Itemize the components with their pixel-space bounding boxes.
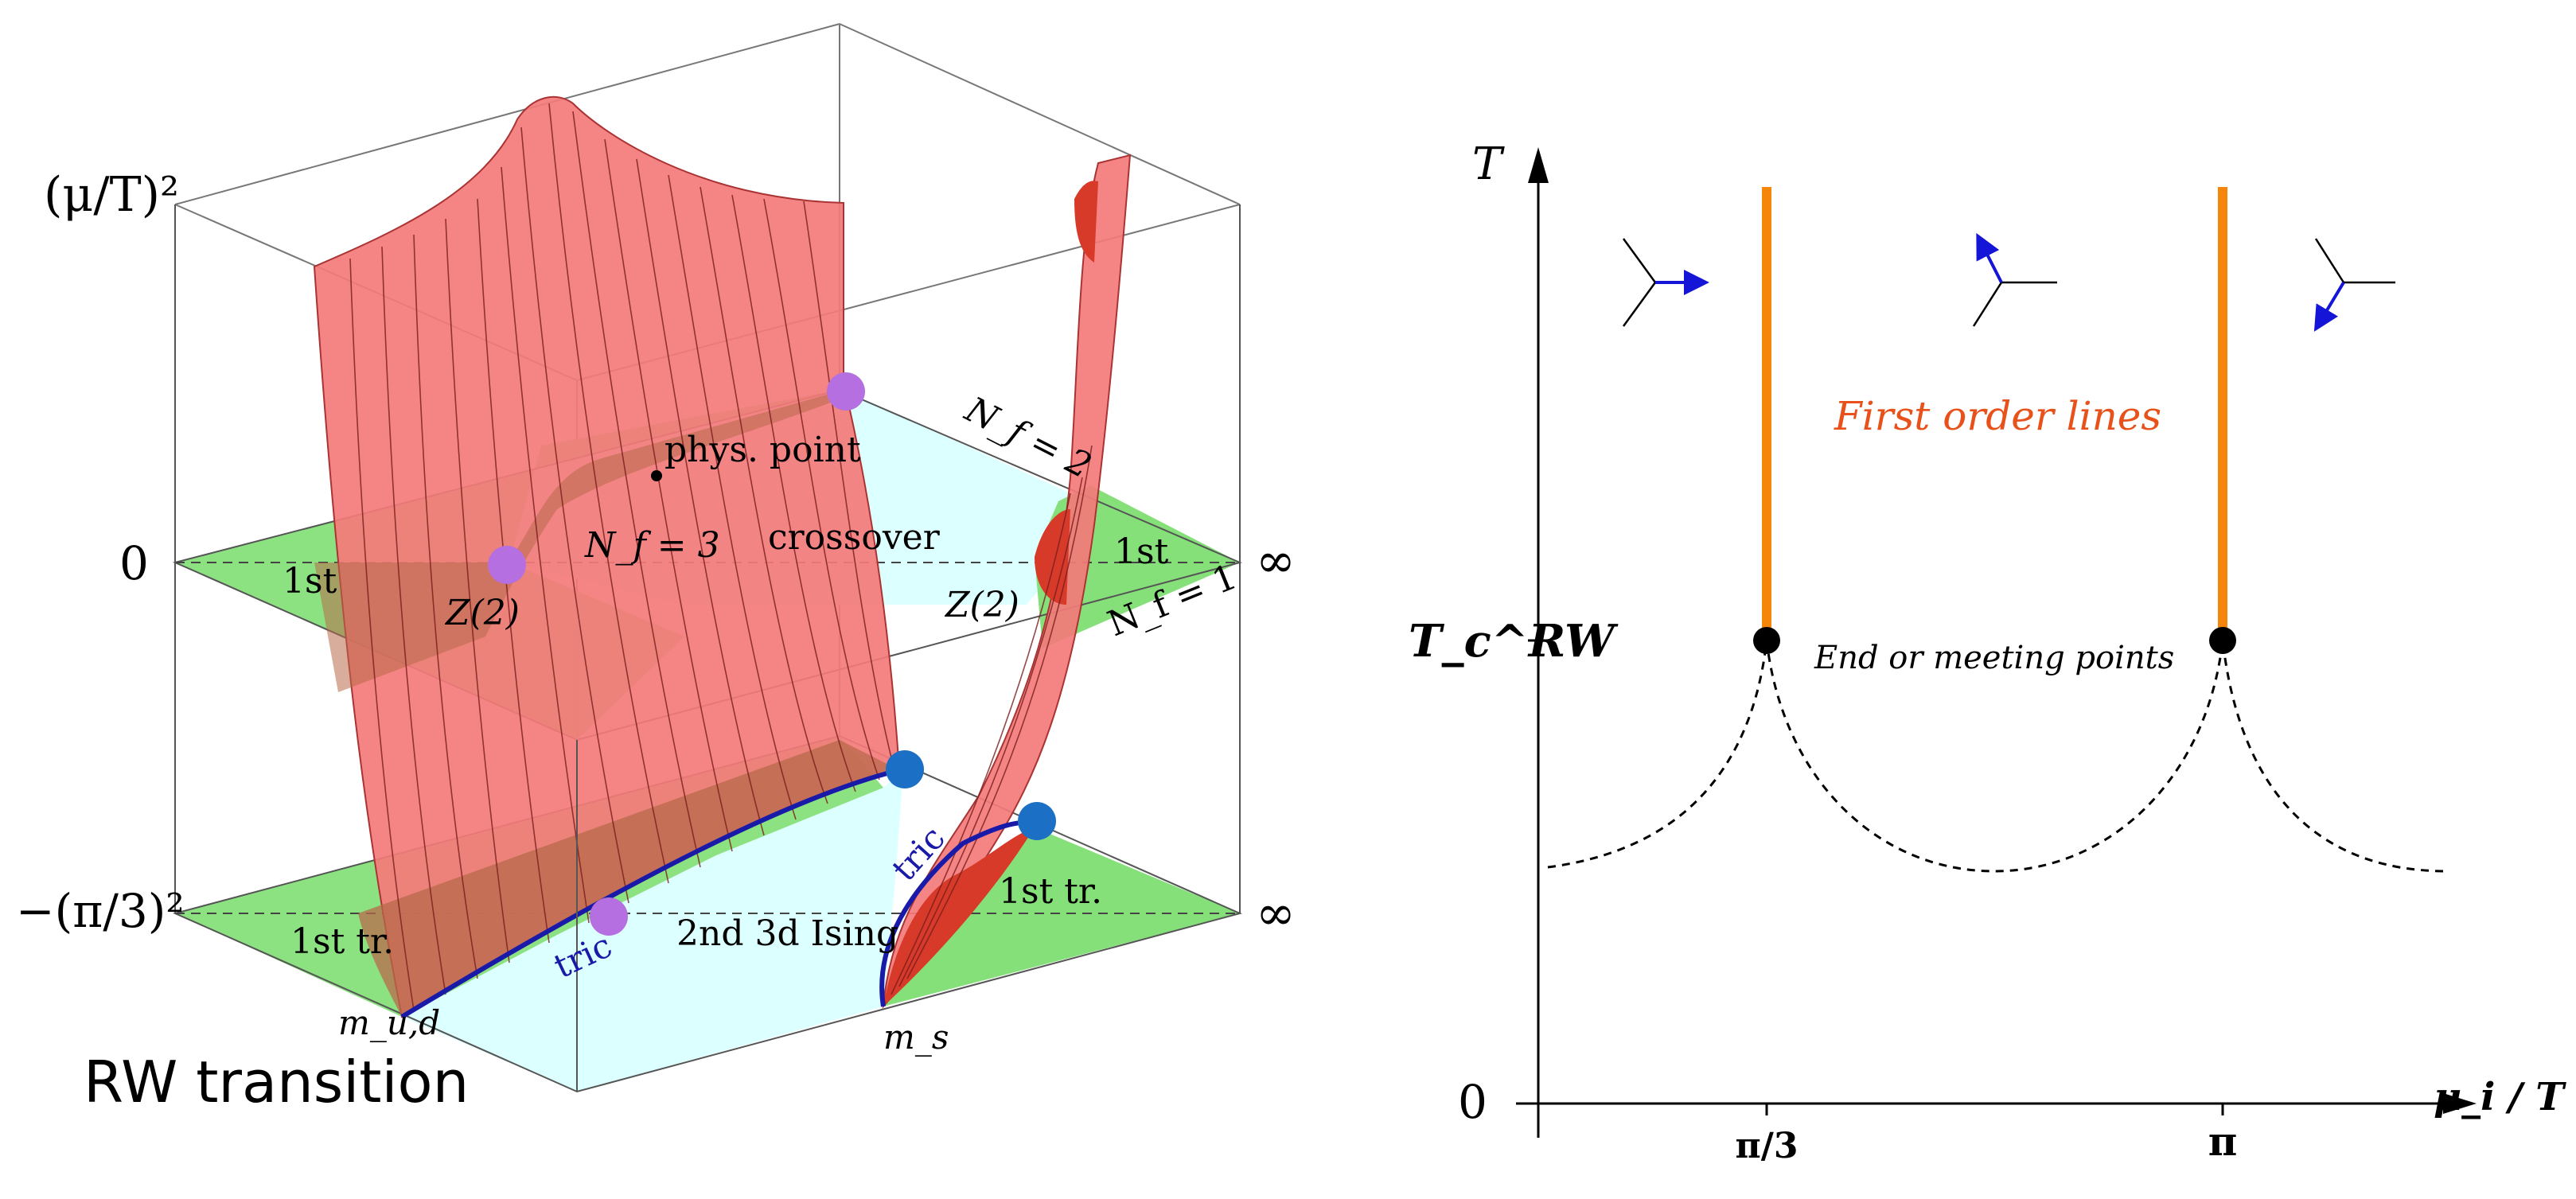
first-order-upper-right: 1st: [1114, 531, 1169, 572]
z2-point-left: [488, 546, 526, 584]
x-axis-arrowhead: [2443, 1093, 2477, 1114]
tc-rw-label: T_c^RW: [1409, 615, 1619, 668]
ising-label: 2nd 3d Ising: [676, 913, 898, 954]
ms-label: m_s: [883, 1018, 949, 1057]
polyakov-sector-icon-1: [1622, 238, 1709, 327]
x-tick-pi: π: [2208, 1118, 2238, 1165]
zero-label-left: 0: [119, 536, 149, 590]
origin-label: 0: [1458, 1075, 1487, 1129]
end-point-2: [2209, 627, 2236, 654]
infinity-upper-label: ∞: [1256, 533, 1296, 589]
z2-label-left: Z(2): [444, 593, 520, 633]
x-axis-label: μ_i / T: [2434, 1075, 2566, 1119]
polyakov-sector-icon-2: [1972, 232, 2057, 327]
lower-plane-cyan-region: [402, 770, 903, 1092]
tricritical-point-right: [1018, 802, 1056, 840]
critical-surface-left: [313, 95, 901, 1019]
first-order-upper-left: 1st: [283, 561, 337, 601]
critical-surface-right: [879, 154, 1132, 1009]
end-point-1: [1753, 627, 1780, 654]
mud-label: m_u,d: [338, 1003, 440, 1042]
first-order-lines-label: First order lines: [1834, 393, 2161, 439]
end-or-meeting-points-label: End or meeting points: [1814, 640, 2174, 676]
mu-squared-label: (μ/T)²: [44, 167, 179, 223]
tricritical-point-left: [886, 750, 924, 788]
infinity-lower-label: ∞: [1256, 886, 1296, 941]
left-3d-phase-diagram: (μ/T)² 0 −(π/3)² ∞ ∞ m_u,d m_s 1st 1st Z…: [16, 23, 1296, 1115]
polyakov-sector-icon-3: [2313, 238, 2395, 332]
z2-point-lower: [590, 897, 628, 936]
z2-label-right: Z(2): [944, 585, 1019, 625]
right-rw-phase-diagram: T T_c^RW 0 μ_i / T π/3 π First order lin…: [1409, 138, 2566, 1166]
first-order-tr-left: 1st tr.: [290, 921, 394, 962]
y-axis-arrowhead: [1528, 147, 1549, 183]
nf3-label: N_f = 3: [584, 525, 720, 566]
crossover-label: crossover: [768, 517, 941, 558]
first-order-tr-right: 1st tr.: [999, 871, 1102, 912]
phys-point-label: phys. point: [664, 430, 861, 470]
box-front-edges: [174, 204, 1241, 1092]
x-tick-pi-third: π/3: [1736, 1126, 1799, 1166]
y-axis-label: T: [1472, 138, 1505, 190]
crossover-curve: [1547, 640, 2448, 873]
phys-point-dot: [651, 470, 662, 481]
minus-pi-third-label: −(π/3)²: [16, 884, 185, 938]
z2-point-top: [827, 372, 865, 411]
rw-transition-caption: RW transition: [84, 1049, 469, 1115]
